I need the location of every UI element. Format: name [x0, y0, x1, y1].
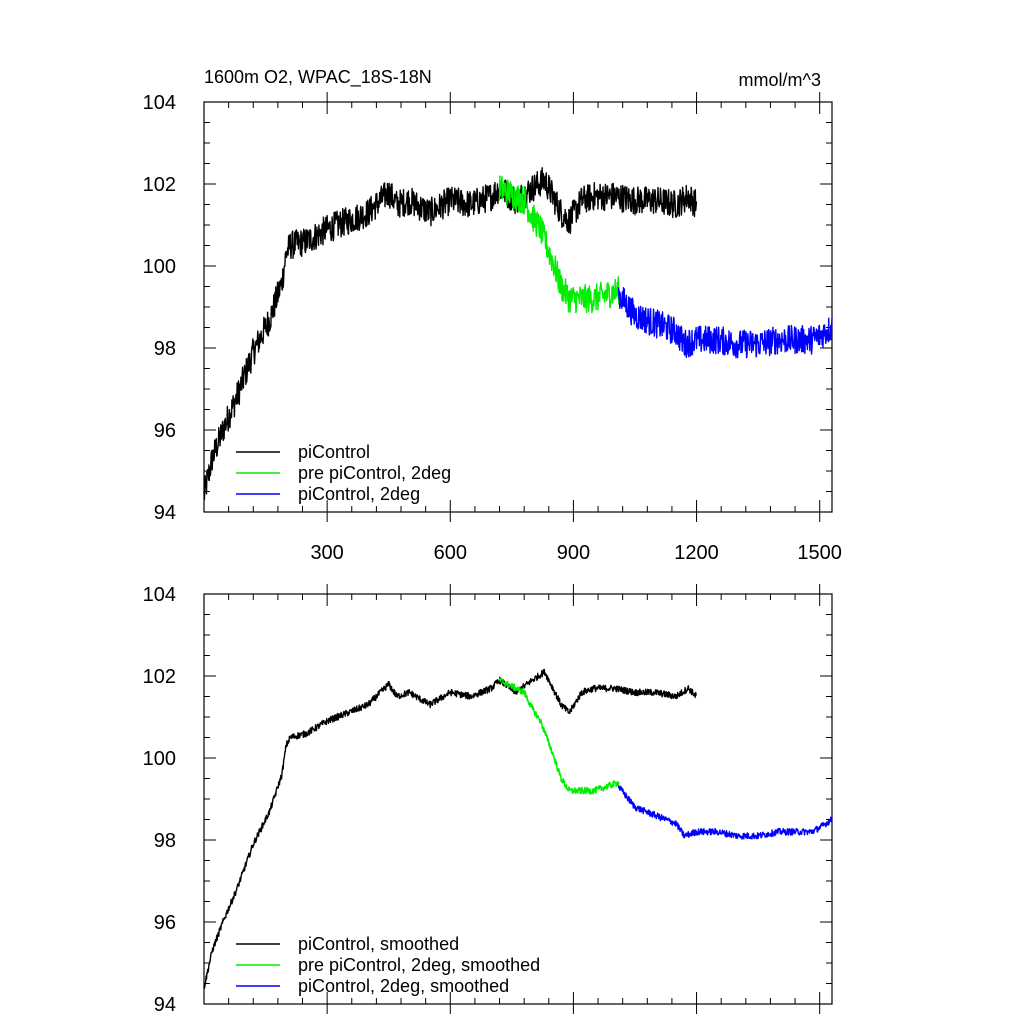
y-tick-label: 94: [154, 994, 176, 1016]
units-label: mmol/m^3: [739, 70, 821, 90]
series-line-picontrol: [203, 668, 698, 989]
panels: 94 96 98 100 102 104 300 600 900 1200 1500 piContro…: [143, 92, 842, 1016]
series-line-picontrol: [203, 167, 698, 501]
y-tick-label: 102: [143, 174, 176, 196]
y-tick-label: 100: [143, 748, 176, 770]
series-line-picontrol-2deg: [617, 785, 833, 840]
legend-label: piControl, smoothed: [298, 934, 459, 954]
y-tick-label: 104: [143, 92, 176, 114]
y-tick-label: 98: [154, 338, 176, 360]
y-tick-label: 100: [143, 256, 176, 278]
legend-label: piControl: [298, 442, 370, 462]
y-tick-label: 98: [154, 830, 176, 852]
chart-title: 1600m O2, WPAC_18S-18N: [204, 67, 432, 88]
x-tick-label: 1500: [797, 542, 842, 564]
legend-label: piControl, 2deg, smoothed: [298, 976, 509, 996]
legend-label: piControl, 2deg: [298, 484, 420, 504]
chart-panel-1: 94 96 98 100 102 104 300 600 900 1200 1500 piContro…: [143, 92, 842, 564]
y-tick-label: 104: [143, 584, 176, 606]
legend-label: pre piControl, 2deg, smoothed: [298, 955, 540, 975]
legend-label: pre piControl, 2deg: [298, 463, 451, 483]
y-tick-label: 96: [154, 420, 176, 442]
series-line-pre-2deg: [498, 175, 620, 314]
y-tick-label: 96: [154, 912, 176, 934]
y-tick-label: 94: [154, 502, 176, 524]
x-tick-label: 1200: [674, 542, 719, 564]
series-line-picontrol-2deg: [617, 287, 833, 359]
y-tick-label: 102: [143, 666, 176, 688]
series-line-pre-2deg: [498, 677, 620, 795]
x-tick-label: 300: [310, 542, 343, 564]
x-tick-label: 900: [557, 542, 590, 564]
x-tick-label: 600: [434, 542, 467, 564]
